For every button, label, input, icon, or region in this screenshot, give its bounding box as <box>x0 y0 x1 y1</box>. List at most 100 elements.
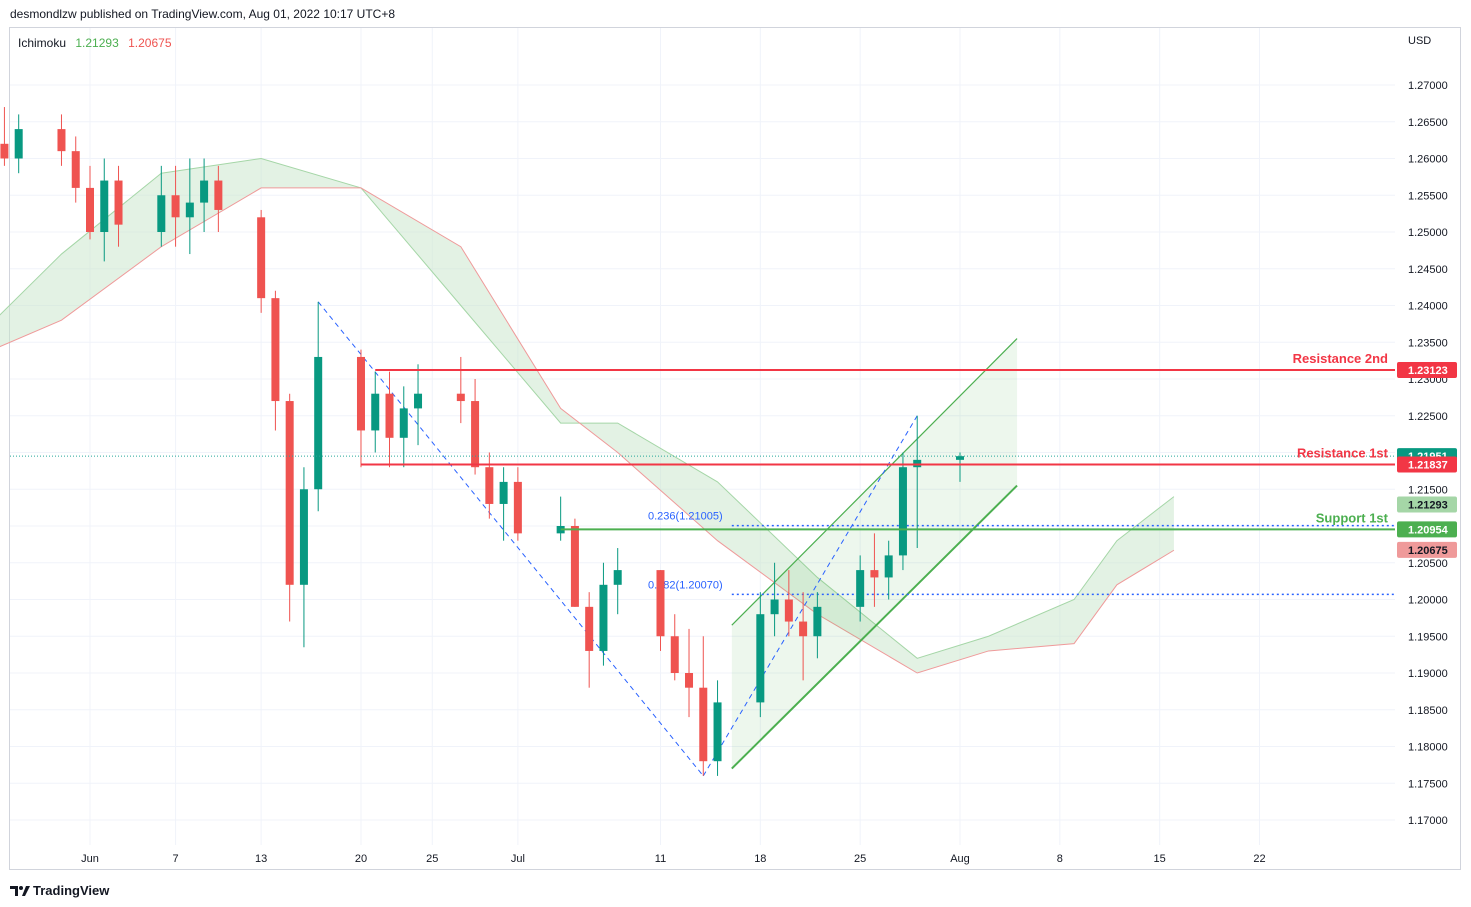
date-tick-label: Jun <box>81 853 99 865</box>
candle-body <box>414 393 423 409</box>
date-tick-label: 11 <box>655 853 666 865</box>
price-tick-label: 1.19500 <box>1408 631 1448 643</box>
indicator-value-2: 1.20675 <box>128 36 172 50</box>
price-label-text: 1.20675 <box>1408 545 1448 557</box>
candle-body <box>0 143 9 159</box>
currency-label: USD <box>1408 35 1432 47</box>
chart-frame <box>9 27 1461 870</box>
candle-body <box>314 356 323 490</box>
ichimoku-span-a <box>0 157 1175 659</box>
candle-body <box>513 481 522 534</box>
candle-body <box>770 599 779 615</box>
trend-channel-lower <box>731 484 1018 770</box>
date-tick-label: Jul <box>511 853 525 865</box>
candle-body <box>884 555 893 578</box>
candle-body <box>813 606 822 637</box>
candle-body <box>114 180 123 225</box>
candle-body <box>585 606 594 651</box>
ichimoku-span-b <box>0 187 1175 674</box>
price-tick-label: 1.17500 <box>1408 778 1448 790</box>
date-tick-label: 15 <box>1154 853 1166 865</box>
date-tick-label: 25 <box>854 853 866 865</box>
fib-level-label: 0.382(1.20070) <box>648 579 723 591</box>
price-tick-label: 1.18500 <box>1408 705 1448 717</box>
candle-body <box>285 401 294 585</box>
date-tick-label: 22 <box>1253 853 1265 865</box>
candle-body <box>385 393 394 438</box>
candle-body <box>613 570 622 585</box>
level-label-resistance: Resistance 2nd <box>1293 351 1388 366</box>
candle-body <box>14 129 23 159</box>
price-tick-label: 1.20000 <box>1408 595 1448 607</box>
date-tick-label: 13 <box>255 853 267 865</box>
candle-body <box>713 702 722 762</box>
date-tick-label: Aug <box>950 853 970 865</box>
candle-body <box>100 180 109 232</box>
candle-body <box>157 195 166 232</box>
fib-level-label: 0.236(1.21005) <box>648 511 723 523</box>
indicator-value-1: 1.21293 <box>75 36 119 50</box>
tradingview-brand: TradingView <box>33 882 110 898</box>
price-label-ichimoku_a <box>1397 496 1457 513</box>
candle-body <box>870 570 879 578</box>
candle-body <box>685 673 694 688</box>
price-tick-label: 1.20500 <box>1408 558 1448 570</box>
level-label-support: Support 1st <box>1316 510 1389 525</box>
price-label-resistance <box>1397 456 1457 473</box>
candle-body <box>856 570 865 607</box>
candle-body <box>185 202 194 218</box>
price-label-text: 1.20954 <box>1408 524 1449 536</box>
price-label-resistance <box>1397 361 1457 378</box>
fib-swing-line-2 <box>702 415 918 777</box>
tradingview-logo-icon <box>10 886 30 896</box>
indicator-legend[interactable]: Ichimoku 1.21293 1.20675 <box>18 36 178 50</box>
price-tick-label: 1.19000 <box>1408 668 1448 680</box>
price-label-text: 1.23123 <box>1408 365 1448 377</box>
candle-body <box>485 467 494 504</box>
candle-body <box>57 129 66 152</box>
price-tick-label: 1.27000 <box>1408 80 1448 92</box>
indicator-name: Ichimoku <box>18 36 67 50</box>
date-tick-label: 7 <box>173 853 179 865</box>
date-tick-label: 8 <box>1057 853 1063 865</box>
published-text: desmondlzw published on TradingView.com,… <box>10 7 396 21</box>
candle-body <box>699 687 708 762</box>
price-tick-label: 1.26000 <box>1408 154 1448 166</box>
price-label-ichimoku_b <box>1397 541 1457 558</box>
price-label-support <box>1397 521 1457 538</box>
candle-body <box>271 298 280 402</box>
price-tick-label: 1.22500 <box>1408 411 1448 423</box>
footer-brand[interactable]: TradingView <box>10 880 109 900</box>
candle-body <box>214 180 223 210</box>
candle-body <box>499 481 508 504</box>
price-tick-label: 1.23500 <box>1408 337 1448 349</box>
candle-body <box>399 408 408 438</box>
published-header: desmondlzw published on TradingView.com,… <box>0 0 1471 26</box>
price-tick-label: 1.17000 <box>1408 815 1448 827</box>
date-tick-label: 18 <box>754 853 766 865</box>
price-tick-label: 1.25000 <box>1408 227 1448 239</box>
candle-body <box>756 614 765 703</box>
candle-body <box>670 636 679 673</box>
candle-body <box>599 584 608 651</box>
candle-body <box>86 187 94 232</box>
candle-body <box>171 195 180 218</box>
fib-swing-line <box>317 301 704 777</box>
trend-channel-upper <box>731 338 1018 626</box>
price-label-text: 1.21293 <box>1408 499 1448 511</box>
level-label-resistance: Resistance 1st <box>1297 445 1389 460</box>
candle-body <box>898 467 907 556</box>
candle-body <box>799 621 808 637</box>
price-tick-label: 1.24500 <box>1408 264 1448 276</box>
candle-body <box>570 526 579 607</box>
candle-body <box>956 456 964 460</box>
price-tick-label: 1.18000 <box>1408 742 1448 754</box>
candle-body <box>471 401 480 468</box>
price-label-text: 1.21837 <box>1408 459 1448 471</box>
candle-body <box>299 489 308 585</box>
candle-body <box>71 151 80 188</box>
date-tick-label: 25 <box>426 853 438 865</box>
price-tick-label: 1.26500 <box>1408 117 1448 129</box>
candle-body <box>784 599 793 622</box>
